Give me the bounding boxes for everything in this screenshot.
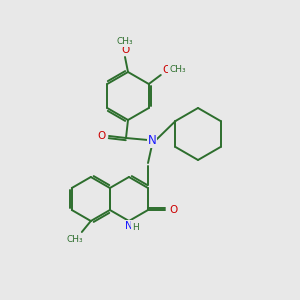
Text: CH₃: CH₃: [67, 235, 83, 244]
Text: CH₃: CH₃: [117, 37, 133, 46]
Text: CH₃: CH₃: [169, 65, 186, 74]
Text: N: N: [148, 134, 156, 146]
Text: O: O: [163, 65, 171, 75]
Text: O: O: [97, 131, 105, 141]
Text: O: O: [121, 45, 129, 55]
Text: O: O: [169, 205, 177, 215]
Text: N: N: [125, 221, 133, 231]
Text: H: H: [133, 223, 139, 232]
